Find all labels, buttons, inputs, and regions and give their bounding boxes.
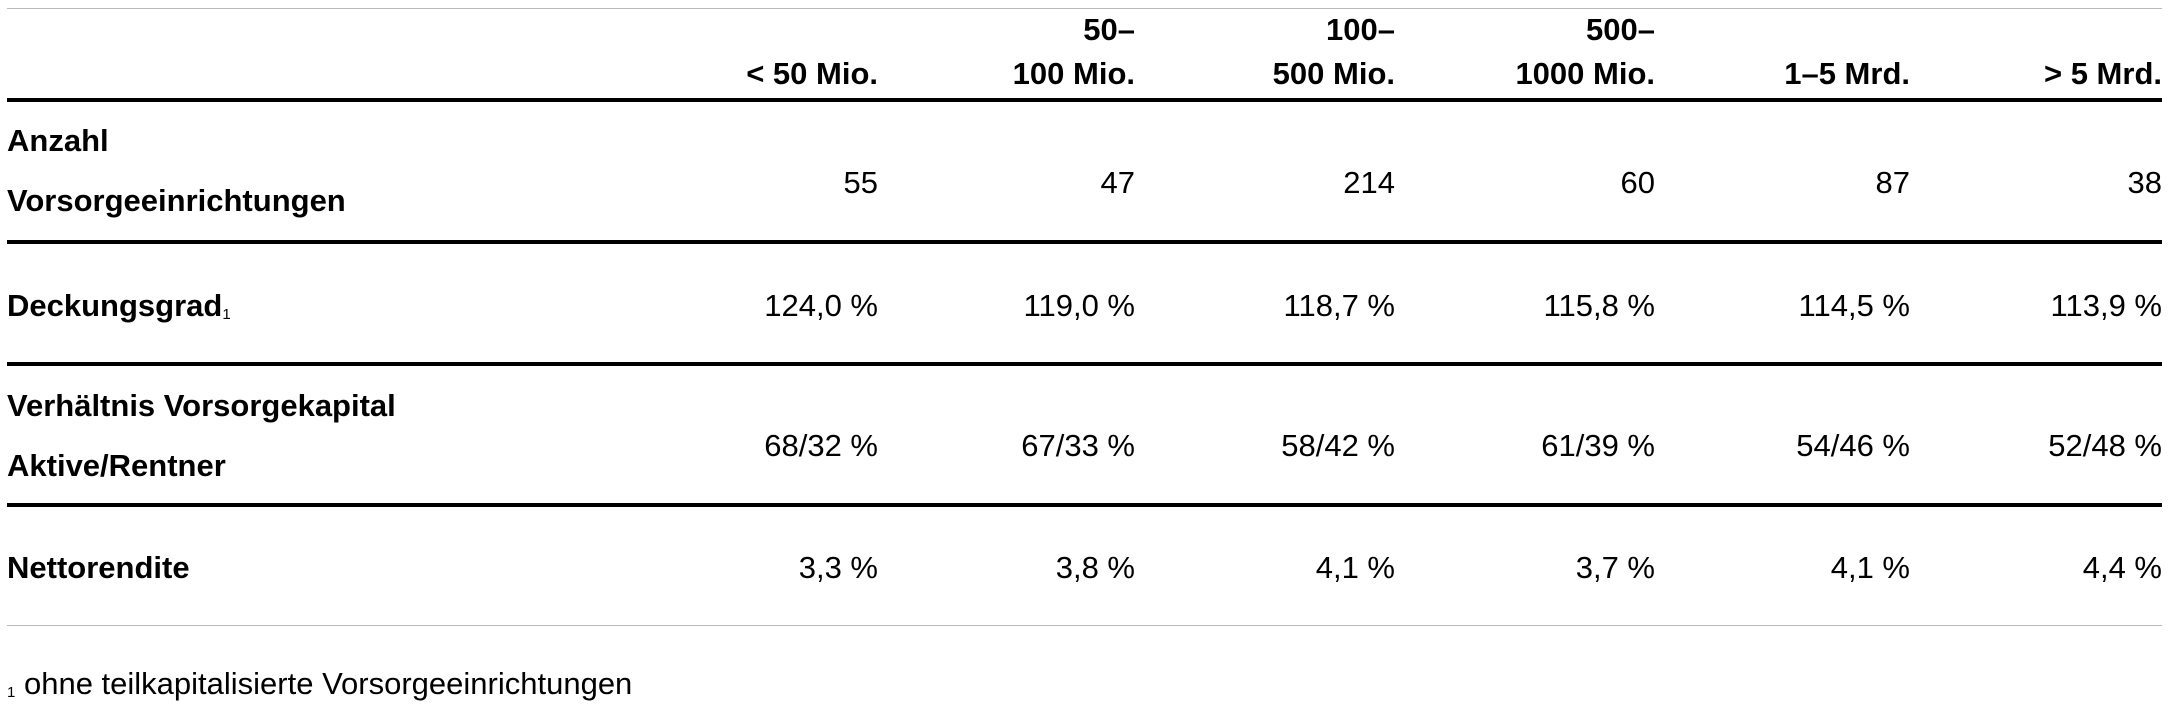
header-rule bbox=[7, 98, 2162, 102]
footnote: 1 ohne teilkapitalisierte Vorsorgeeinric… bbox=[7, 662, 632, 712]
table-cell: 118,7 % bbox=[1283, 288, 1395, 323]
table-cell: 60 bbox=[1620, 165, 1655, 200]
row-label-line: Verhältnis Vorsorgekapital bbox=[7, 388, 396, 423]
footnote-marker: 1 bbox=[7, 684, 16, 701]
column-header-1: < 50 Mio. bbox=[746, 52, 878, 96]
column-header-line: 500– bbox=[1586, 12, 1655, 47]
table-cell: 58/42 % bbox=[1281, 428, 1395, 463]
row-rule bbox=[7, 240, 2162, 244]
footnote-marker: 1 bbox=[222, 306, 231, 323]
table-cell: 54/46 % bbox=[1796, 428, 1910, 463]
column-header-line: > 5 Mrd. bbox=[2043, 56, 2162, 91]
table-cell: 38 bbox=[2127, 165, 2162, 200]
table-bottom-rule bbox=[7, 625, 2162, 626]
table-cell: 4,4 % bbox=[2082, 550, 2162, 585]
column-header-6: > 5 Mrd. bbox=[2044, 52, 2162, 96]
row-label-line: Vorsorgeeinrichtungen bbox=[7, 183, 346, 218]
table-cell: 68/32 % bbox=[764, 428, 878, 463]
row-rule bbox=[7, 503, 2162, 507]
table-top-rule bbox=[7, 8, 2162, 9]
table-cell: 67/33 % bbox=[1021, 428, 1135, 463]
column-header-5: 1–5 Mrd. bbox=[1784, 52, 1910, 96]
table-cell: 115,8 % bbox=[1543, 288, 1655, 323]
table-cell: 3,8 % bbox=[1055, 550, 1135, 585]
column-header-4: 500– 1000 Mio. bbox=[1515, 8, 1655, 96]
table-cell: 119,0 % bbox=[1023, 288, 1135, 323]
row-label-line: Anzahl bbox=[7, 123, 109, 158]
column-header-line: 100 Mio. bbox=[1012, 56, 1135, 91]
row-label-nettorendite: Nettorendite bbox=[7, 546, 190, 590]
column-header-line: 500 Mio. bbox=[1272, 56, 1395, 91]
column-header-line: < 50 Mio. bbox=[746, 56, 878, 91]
row-rule bbox=[7, 362, 2162, 366]
table-cell: 113,9 % bbox=[2050, 288, 2162, 323]
table-cell: 114,5 % bbox=[1798, 288, 1910, 323]
table-cell: 214 bbox=[1343, 165, 1395, 200]
table-cell: 3,3 % bbox=[798, 550, 878, 585]
column-header-line: 50– bbox=[1083, 12, 1135, 47]
column-header-line: 100– bbox=[1326, 12, 1395, 47]
footnote-text: ohne teilkapitalisierte Vorsorgeeinricht… bbox=[23, 666, 633, 701]
table-cell: 52/48 % bbox=[2048, 428, 2162, 463]
table-cell: 61/39 % bbox=[1541, 428, 1655, 463]
column-header-2: 50– 100 Mio. bbox=[1013, 8, 1135, 96]
table-cell: 87 bbox=[1875, 165, 1910, 200]
table-cell: 124,0 % bbox=[764, 288, 878, 323]
row-label-line: Deckungsgrad1 bbox=[7, 284, 231, 334]
table-cell: 3,7 % bbox=[1575, 550, 1655, 585]
row-label-anzahl: Anzahl Vorsorgeeinrichtungen bbox=[7, 119, 346, 223]
column-header-3: 100– 500 Mio. bbox=[1273, 8, 1395, 96]
table-cell: 55 bbox=[843, 165, 878, 200]
row-label-verhaeltnis: Verhältnis Vorsorgekapital Aktive/Rentne… bbox=[7, 384, 396, 488]
table-cell: 47 bbox=[1100, 165, 1135, 200]
column-header-line: 1–5 Mrd. bbox=[1784, 56, 1910, 91]
row-label-text: Deckungsgrad bbox=[7, 288, 223, 323]
table-cell: 4,1 % bbox=[1315, 550, 1395, 585]
row-label-deckungsgrad: Deckungsgrad1 bbox=[7, 284, 231, 334]
row-label-line: Nettorendite bbox=[7, 550, 190, 585]
row-label-line: Aktive/Rentner bbox=[7, 448, 226, 483]
column-header-line: 1000 Mio. bbox=[1515, 56, 1655, 91]
table-cell: 4,1 % bbox=[1830, 550, 1910, 585]
